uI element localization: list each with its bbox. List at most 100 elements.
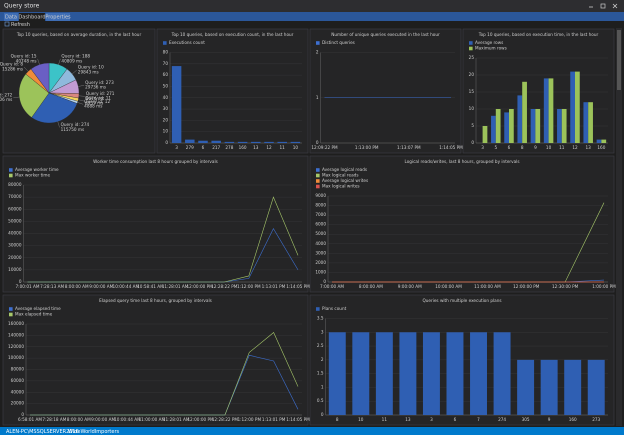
- y-tick-label: 20000: [11, 401, 25, 406]
- leader-line: [78, 95, 85, 97]
- legend-swatch: [316, 41, 320, 45]
- bar: [237, 141, 248, 143]
- scrollbar[interactable]: [616, 28, 622, 426]
- legend-swatch: [316, 179, 320, 183]
- x-tick-label: 273: [592, 417, 600, 422]
- x-tick-label: 3: [175, 145, 178, 150]
- slice-label: Query id: 10: [78, 65, 104, 70]
- bar: [211, 140, 221, 143]
- y-tick-label: 70000: [8, 194, 22, 199]
- x-tick-label: 11: [559, 145, 565, 150]
- bar: [495, 109, 501, 143]
- legend-swatch: [316, 307, 320, 311]
- chart-title: Elapsed query time last 8 hours, grouped…: [99, 298, 212, 303]
- y-tick-label: 20: [163, 117, 169, 122]
- scrollbar-thumb[interactable]: [617, 30, 621, 90]
- legend-label: Plans count: [322, 306, 347, 311]
- tab-label[interactable]: Dashboard: [18, 15, 45, 21]
- slice-value-label: 9674 ms: [86, 96, 104, 101]
- y-tick-label: 30000: [8, 243, 22, 248]
- legend-swatch: [9, 312, 13, 317]
- tab[interactable]: [46, 13, 70, 21]
- x-tick-label: 1:13:00 PM: [355, 145, 379, 150]
- x-tick-label: 11: [382, 417, 388, 422]
- x-tick-label: 7:00:01 AM: [16, 284, 40, 289]
- x-tick-label: 10:00:44 AM: [114, 417, 141, 422]
- legend-swatch: [469, 46, 473, 51]
- y-tick-label: 0: [316, 140, 319, 145]
- tab[interactable]: [4, 13, 18, 21]
- x-tick-label: 9: [548, 417, 551, 422]
- x-tick-label: 12:28:22 PM: [212, 417, 239, 422]
- x-tick-label: 7:28:18 AM: [42, 417, 66, 422]
- slice-value-label: 40809 ms: [61, 58, 82, 63]
- x-tick-label: 6:58:01 AM: [18, 417, 42, 422]
- y-tick-label: 2.5: [317, 343, 324, 348]
- y-tick-label: 50: [163, 83, 169, 88]
- y-tick-label: 0.5: [317, 398, 324, 403]
- y-tick-label: 0: [19, 279, 22, 284]
- y-tick-label: 40000: [11, 389, 25, 394]
- tab-selected[interactable]: [19, 13, 45, 21]
- slice-label: Query id: 272: [0, 92, 13, 97]
- bar: [224, 141, 235, 143]
- y-tick-label: 1.5: [317, 371, 324, 376]
- bar: [517, 359, 535, 415]
- window-buttons[interactable]: [589, 3, 618, 9]
- bar: [399, 332, 417, 415]
- x-tick-label: 6: [202, 145, 205, 150]
- x-tick-label: 160: [569, 417, 577, 422]
- chart-title: Logical reads/writes, last 8 hours, grou…: [404, 159, 519, 164]
- slice-value-label: 115750 ms: [61, 127, 85, 132]
- y-tick-label: 15: [469, 89, 475, 94]
- pie-slice: [31, 92, 78, 124]
- pie-slice: [30, 62, 50, 94]
- bar: [517, 95, 523, 143]
- legend-swatch: [163, 41, 167, 45]
- bar: [422, 332, 440, 415]
- bar: [470, 332, 487, 415]
- bar: [601, 139, 607, 143]
- leader-line: [57, 121, 60, 128]
- legend-label: Distinct queries: [322, 40, 355, 45]
- legend-swatch: [9, 173, 13, 178]
- chart-panel: [309, 28, 462, 154]
- slice-value-label: 4888 ms: [84, 104, 102, 109]
- y-tick-label: 2000: [315, 260, 326, 265]
- legend-swatch: [316, 173, 320, 178]
- x-tick-label: 217: [212, 145, 220, 150]
- refresh-icon[interactable]: [4, 21, 10, 27]
- maximize[interactable]: [600, 3, 606, 9]
- refresh-button[interactable]: Refresh: [11, 22, 30, 28]
- bar: [522, 81, 527, 143]
- x-tick-label: 10: [293, 145, 299, 150]
- x-tick-label: 9:00:00 AM: [91, 417, 115, 422]
- x-tick-label: 11:00:00 AM: [474, 284, 501, 289]
- y-tick-label: 1: [316, 95, 319, 100]
- y-tick-label: 5000: [315, 231, 326, 236]
- tab-label[interactable]: Properties: [45, 15, 71, 21]
- legend-label: Executions count: [169, 40, 205, 45]
- y-tick-label: 60000: [11, 378, 25, 383]
- x-tick-label: 8:00:00 AM: [359, 284, 383, 289]
- leader-line: [72, 69, 77, 75]
- legend-swatch: [316, 184, 320, 189]
- close[interactable]: [612, 3, 618, 9]
- bar: [482, 126, 488, 143]
- x-tick-label: 12:28:22 PM: [211, 284, 238, 289]
- bar: [543, 78, 549, 143]
- tab-label[interactable]: Data: [5, 15, 17, 21]
- slice-label: Query id: 11: [85, 96, 111, 101]
- legend-label: Average rows: [475, 40, 503, 45]
- x-tick-label: 160: [597, 145, 605, 150]
- x-tick-label: 13: [405, 417, 411, 422]
- y-tick-label: 80: [163, 50, 169, 55]
- y-tick-label: 1: [321, 384, 324, 389]
- legend-label: Max logical reads: [322, 173, 359, 178]
- status-bar: [0, 427, 624, 435]
- x-tick-label: 1:13:01 PM: [262, 417, 286, 422]
- y-tick-label: 160000: [8, 321, 24, 326]
- status-database: WideWorldImporters: [68, 429, 120, 435]
- slice-label: Query id: 15: [11, 53, 37, 58]
